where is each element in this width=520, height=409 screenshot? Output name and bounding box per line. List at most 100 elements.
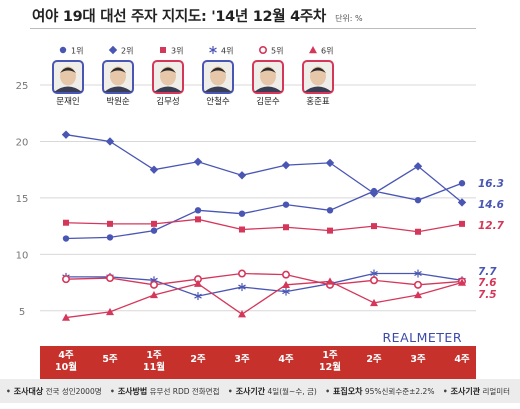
x-tick-label: 2주 [366,354,382,365]
legend-marker-2 [108,45,118,55]
candidate-portrait [52,60,84,94]
candidate-portrait [102,60,134,94]
candidate-portrait [252,60,284,94]
portrait-hair [310,67,326,73]
legend-label: 3위 [171,47,183,56]
portrait-hair [210,67,226,73]
footer-item-error: • 표집오차 95%신뢰수준±2.2% [325,387,435,396]
y-tick-label: 20 [16,137,29,148]
data-point-6위 [150,290,158,299]
data-point-1위 [62,235,70,242]
data-point-2위 [457,198,467,207]
data-point-1위 [458,180,466,187]
data-point-3위 [415,228,421,235]
data-point-4위 [238,283,246,292]
portrait-suit [104,86,132,92]
portrait-hair [60,67,76,73]
data-point-6위 [458,278,466,286]
data-point-3위 [371,223,377,230]
portrait-face [310,66,326,86]
data-point-3위 [283,224,289,231]
y-tick-label: 10 [16,250,29,261]
footer-item-method: • 조사방법 유무선 RDD 전화면접 [110,387,220,396]
x-tick-label: 1주 12월 [319,350,341,373]
legend-marker-3 [160,47,166,53]
legend-label: 5위 [271,47,283,56]
data-point-4위 [282,287,290,296]
data-point-6위 [370,298,378,307]
candidate-portrait [152,60,184,94]
data-point-5위 [106,274,115,283]
portrait-suit [154,86,182,92]
data-point-4위 [414,269,422,278]
data-point-2위 [281,160,291,170]
data-point-6위 [194,279,202,287]
x-tick-label: 4주 10월 [55,350,77,373]
end-value-label: 7.5 [478,289,497,301]
portrait-hair [110,67,126,73]
data-point-6위 [62,313,70,321]
data-point-5위 [238,269,247,278]
legend-label: 6위 [321,47,333,56]
end-value-label: 12.7 [478,220,505,232]
end-value-label: 16.3 [478,178,504,190]
unit-label: 단위: % [335,14,363,23]
x-tick-label: 3주 [234,354,250,365]
end-value-label: 7.7 [478,266,497,278]
data-point-6위 [326,277,334,285]
data-point-5위 [150,280,159,289]
data-point-3위 [327,227,333,234]
series-line-4위 [66,272,463,297]
data-point-4위 [194,292,202,301]
legend-marker-6 [309,46,317,54]
data-point-4위 [370,269,378,278]
end-value-label: 14.6 [478,199,504,211]
data-point-3위 [151,220,157,227]
footer-item-target: • 조사대상 전국 성인2000명 [6,387,102,396]
title-row: 여야 19대 대선 주자 지지도: '14년 12월 4주차 단위: % [32,5,363,27]
data-point-2위 [325,158,335,168]
y-tick-label: 5 [19,307,25,318]
series-line-6위 [65,280,463,319]
data-point-1위 [106,234,114,241]
legend-marker-5 [258,45,267,54]
data-point-2위 [413,162,423,171]
footer-item-agency: • 조사기관 리얼미터 [442,387,511,396]
series-line-2위 [65,134,463,203]
data-point-2위 [193,157,203,166]
chart-title: 여야 19대 대선 주자 지지도: '14년 12월 4주차 [32,9,326,25]
x-tick-label: 5주 [102,354,118,365]
legend-label: 4위 [221,47,233,56]
data-point-6위 [282,280,290,289]
candidate-name: 문재인 [56,96,79,107]
realmeter-logo: REALMETER [383,330,463,345]
candidate-name: 김문수 [256,96,280,107]
data-point-2위 [237,171,247,180]
candidate-portrait [202,60,234,94]
portrait-face [260,66,276,86]
data-point-3위 [107,220,113,227]
data-point-3위 [195,216,201,223]
data-point-5위 [281,270,290,279]
portrait-hair [160,67,176,73]
x-tick-label: 3주 [410,354,426,365]
portrait-suit [204,86,232,92]
portrait-suit [304,86,332,92]
candidate-name: 박원순 [106,96,130,107]
y-tick-label: 15 [16,194,29,205]
data-point-5위 [61,275,70,284]
x-tick-label: 2주 [190,354,206,365]
portrait-suit [54,86,82,92]
x-tick-label: 4주 [278,354,294,365]
data-point-3위 [239,226,245,233]
series-line-1위 [65,182,463,240]
data-point-2위 [369,189,379,198]
candidate-name: 안철수 [206,96,230,107]
series-line-3위 [65,218,463,233]
portrait-suit [254,86,282,92]
data-point-5위 [369,276,378,285]
data-point-1위 [194,207,202,214]
portrait-face [60,66,76,86]
y-tick-label: 25 [16,81,29,92]
